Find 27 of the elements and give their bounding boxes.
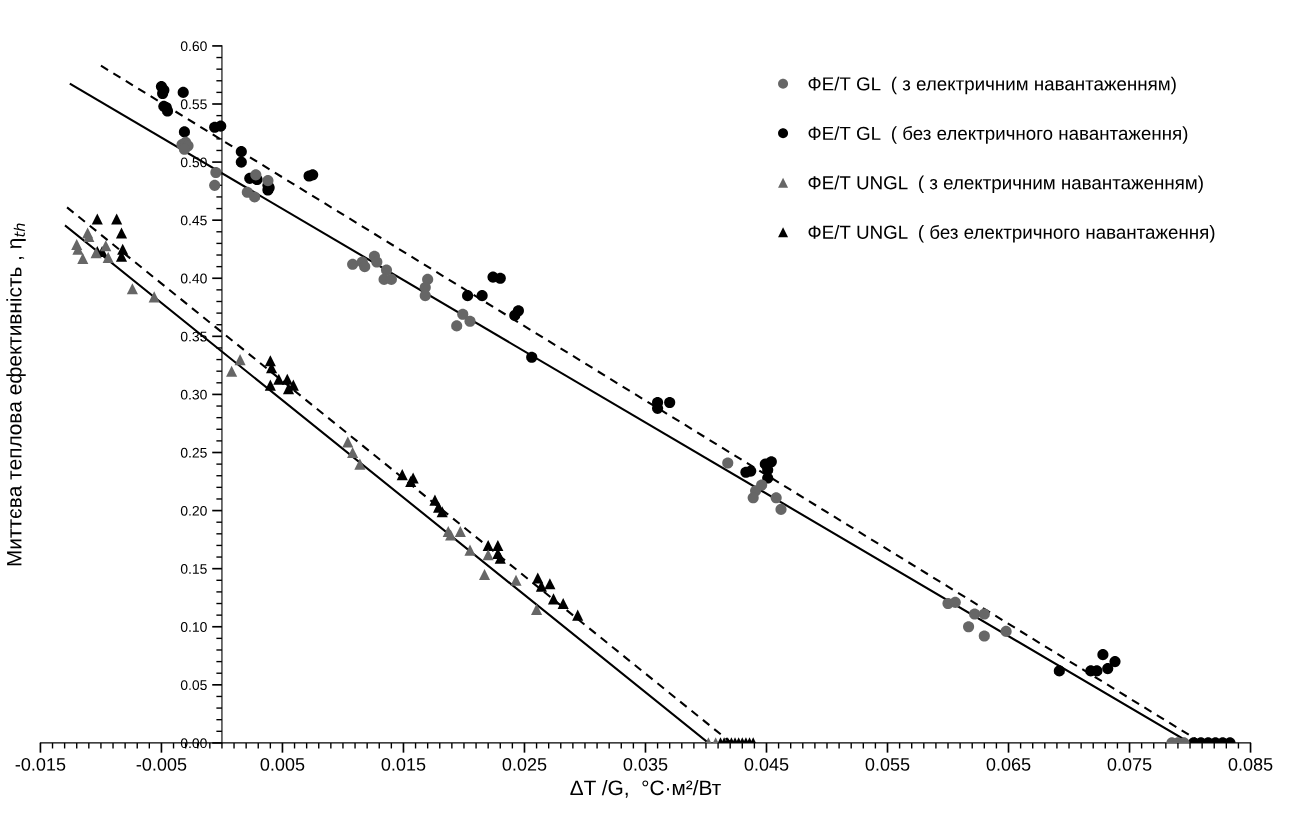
x-axis-title: ΔT /G, °C·м²/Вт <box>570 779 721 798</box>
x-tick-label: 0.055 <box>865 757 910 771</box>
y-tick-label: 0.60 <box>180 41 207 52</box>
x-tick-label: 0.075 <box>1107 757 1152 771</box>
y-tick-label: 0.55 <box>180 99 207 110</box>
y-tick-label: 0.25 <box>180 447 207 458</box>
y-tick-label: 0.20 <box>180 505 207 516</box>
y-tick-label: 0.05 <box>180 680 207 691</box>
x-tick-label: 0.025 <box>502 757 547 771</box>
legend-label: ФЕ/Т GL ( з електричним навантаженням) <box>808 76 1176 95</box>
legend-label: ФЕ/Т UNGL ( з електричним навантаженням) <box>808 175 1203 194</box>
x-tick-label: 0.035 <box>623 757 668 771</box>
x-tick-label: 0.085 <box>1228 757 1273 771</box>
x-tick-label: 0.065 <box>986 757 1031 771</box>
x-tick-label: -0.005 <box>136 757 187 771</box>
y-tick-label: 0.10 <box>180 622 207 632</box>
x-tick-label: 0.045 <box>744 757 789 771</box>
y-tick-label: 0.30 <box>180 389 207 400</box>
legend-label: ФЕ/Т GL ( без електричного навантаження) <box>808 126 1188 144</box>
x-tick-label: 0.005 <box>260 757 305 771</box>
y-tick-label: 0.45 <box>180 215 207 226</box>
legend-label: ФЕ/Т UNGL ( без електричного навантаження) <box>808 224 1215 243</box>
y-tick-label: 0.40 <box>180 273 207 284</box>
x-tick-label: -0.015 <box>15 757 66 771</box>
x-tick-label: 0.015 <box>381 757 426 771</box>
y-tick-label: 0.15 <box>180 564 207 574</box>
y-axis-title: Миттєва теплова ефективність , η$_{th}$ <box>6 223 26 566</box>
